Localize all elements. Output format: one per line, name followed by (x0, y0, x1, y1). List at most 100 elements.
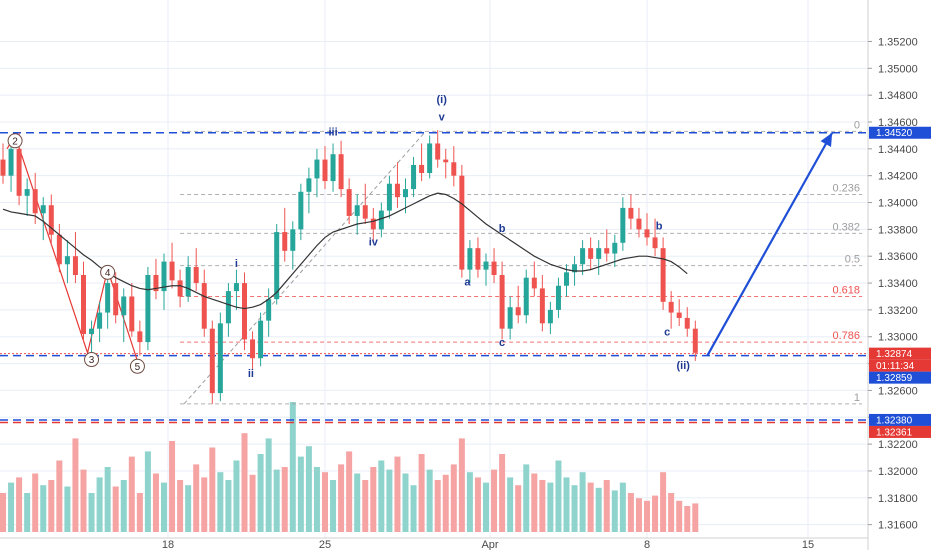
volume-bar (507, 477, 514, 532)
wave-label: a (464, 277, 471, 289)
candle-body (386, 183, 392, 211)
volume-bar (104, 467, 111, 532)
wave-label: (ii) (676, 360, 690, 372)
volume-bar (668, 493, 675, 532)
volume-bar (474, 477, 481, 532)
projection-line (706, 132, 834, 357)
volume-bar (346, 451, 353, 532)
time-tick-label: 18 (162, 539, 174, 550)
volume-bar (80, 469, 87, 532)
volume-bar (24, 493, 31, 532)
price-tick-label: 1.33000 (878, 332, 918, 344)
volume-bar (619, 482, 626, 532)
candle-body (636, 218, 642, 230)
wave-label: v (439, 112, 446, 124)
volume-bar (265, 438, 272, 532)
volume-bar (483, 482, 489, 532)
wave-label: iv (369, 236, 379, 248)
circle-label: 3 (89, 355, 95, 366)
volume-bar (676, 500, 683, 532)
price-badge-label: 1.32380 (876, 415, 913, 426)
wave-label: b (499, 223, 506, 235)
volume-bar (402, 473, 409, 532)
candle-body (354, 205, 360, 216)
volume-bar (112, 486, 119, 532)
volume-bar (458, 438, 465, 532)
price-axis[interactable]: 1.35200 1.35000 1.34800 1.34600 1.34400 1.342… (867, 0, 918, 550)
candle-body (580, 248, 586, 265)
volume-bar (313, 467, 320, 532)
circle-marker (84, 352, 100, 368)
fib-level-label: 0.5 (845, 254, 860, 266)
volume-bar (88, 493, 95, 532)
wave-label: b (656, 220, 663, 232)
candle-body (48, 205, 54, 235)
candle-body (668, 301, 674, 313)
circle-marker (129, 358, 145, 374)
candle-body (346, 189, 352, 216)
volume-bar (32, 473, 39, 532)
candle-body (459, 175, 465, 270)
candle-body (515, 307, 521, 316)
candle-body (378, 210, 384, 230)
volume-bar (418, 454, 425, 532)
candle-body (403, 189, 408, 198)
projection-arrowhead (820, 132, 833, 148)
candle-body (242, 283, 247, 340)
price-badge-label: 01:11:34 (876, 361, 915, 372)
candle-body (322, 159, 328, 182)
volume-bar (571, 485, 578, 532)
candle-body (201, 283, 207, 329)
projection-arrow[interactable] (706, 132, 834, 357)
candle-body (507, 307, 513, 329)
volume-bar (466, 472, 473, 532)
volume-bar (185, 485, 192, 532)
time-axis[interactable]: 18 25 Apr 8 15 (0, 537, 868, 550)
price-badge (869, 126, 931, 139)
volume-bar (289, 402, 296, 532)
candle-body (652, 237, 658, 249)
volume-bar (338, 464, 345, 532)
price-badge (869, 359, 931, 372)
candle-body (258, 320, 264, 359)
candle-body (89, 328, 95, 335)
circle-label: 4 (105, 268, 111, 279)
candle-body (370, 218, 376, 230)
price-tick-label: 1.34400 (878, 144, 918, 156)
volume-bar (281, 467, 288, 532)
candle-body (419, 164, 425, 173)
candle-body (113, 283, 119, 316)
wave-label: i (235, 258, 238, 270)
candle-body (8, 148, 14, 176)
volume-bar (547, 482, 554, 532)
volume-bar (144, 451, 151, 532)
horizontal-price-lines[interactable] (0, 131, 868, 424)
volume-bar (627, 493, 634, 532)
candle-body (330, 154, 336, 182)
volume-bar (136, 493, 143, 532)
volume-bar (644, 500, 650, 532)
candle-body (612, 242, 618, 254)
candle-body (539, 288, 545, 324)
volume-bar (241, 433, 248, 532)
volume-bar (354, 473, 361, 532)
price-badges: 1.345201.3287401:11:341.328591.323801.32… (869, 126, 931, 438)
volume-bar (515, 485, 522, 532)
candle-body (684, 317, 690, 329)
candle-body (225, 291, 231, 324)
price-tick-label: 1.34600 (878, 117, 918, 129)
volume-bar (394, 456, 401, 532)
volume-bar (410, 485, 417, 532)
volume-bar (434, 480, 441, 532)
volume-bar (40, 485, 47, 532)
volume-bar (257, 454, 264, 532)
volume-bar (555, 460, 562, 532)
price-tick-label: 1.35200 (878, 36, 918, 48)
candle-body (564, 272, 569, 286)
candle-body (596, 248, 602, 259)
candle-body (394, 183, 400, 198)
candle-body (233, 283, 239, 292)
candle-body (72, 256, 78, 275)
